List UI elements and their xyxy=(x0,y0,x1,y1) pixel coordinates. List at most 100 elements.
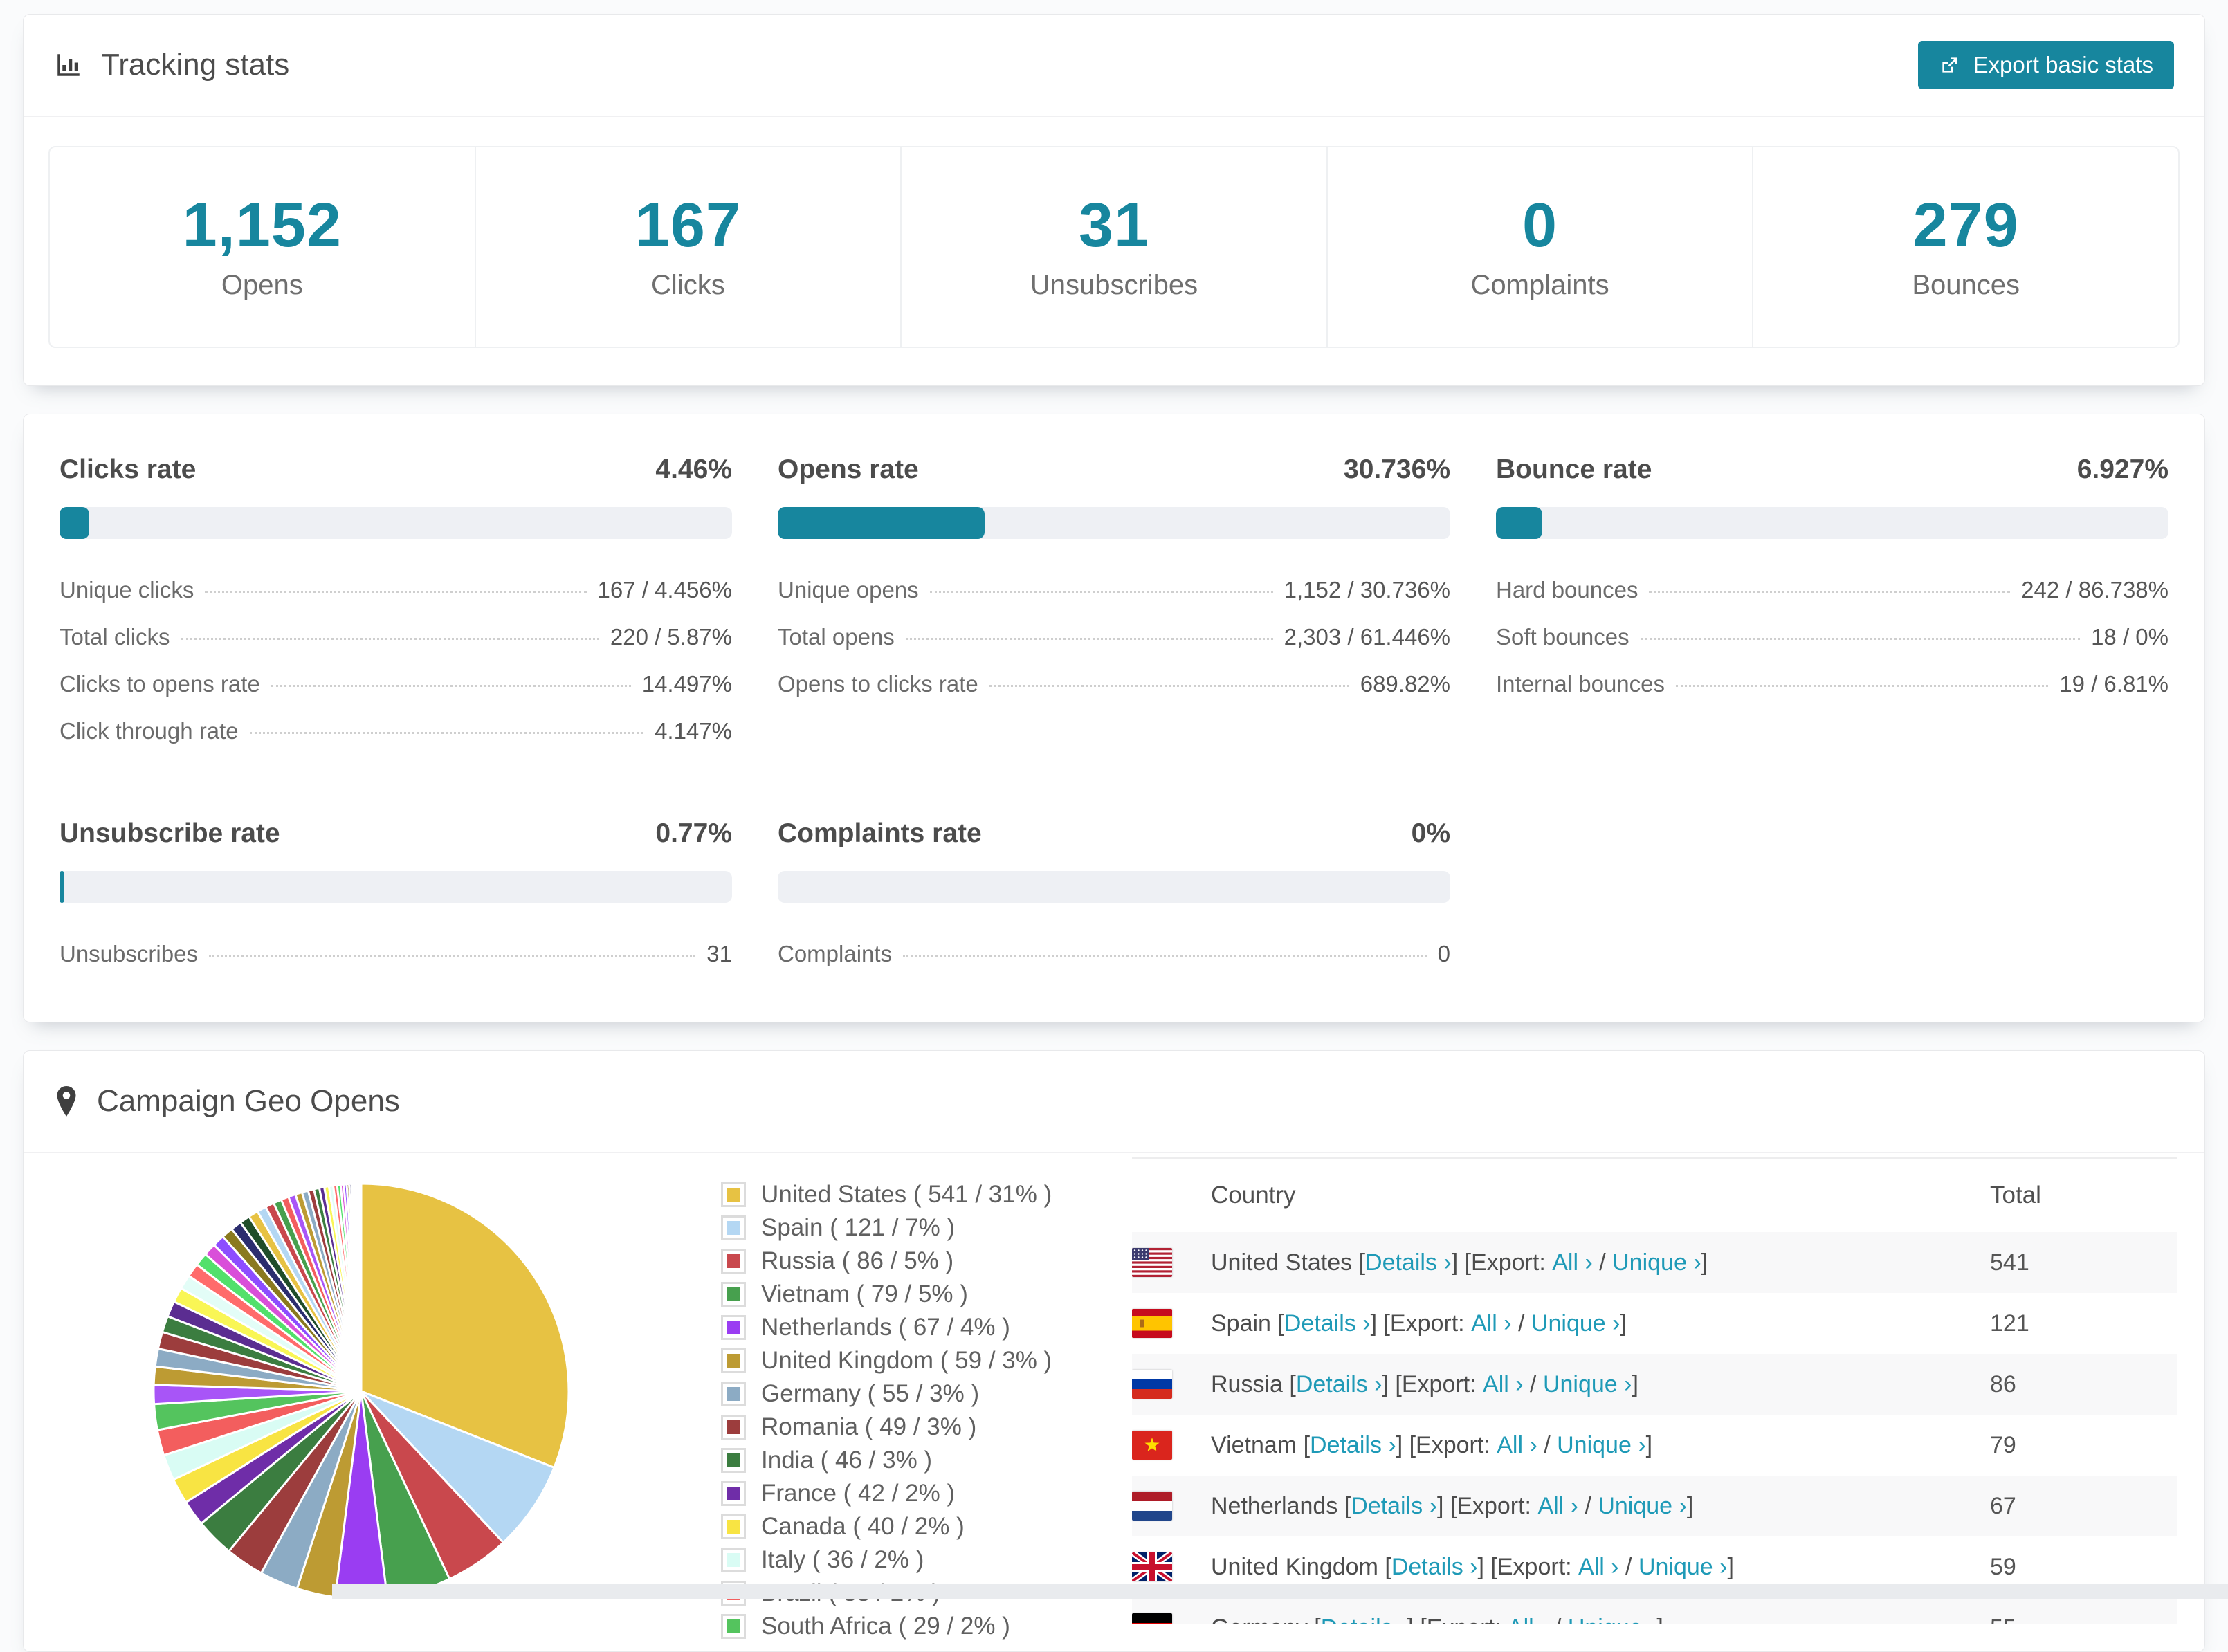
country-total: 79 xyxy=(1990,1432,2177,1459)
legend-item: United Kingdom ( 59 / 3% ) xyxy=(721,1347,1122,1375)
rate-stat-value: 2,303 / 61.446% xyxy=(1284,624,1450,650)
export-unique-link[interactable]: Unique › xyxy=(1531,1310,1620,1337)
legend-item: Netherlands ( 67 / 4% ) xyxy=(721,1314,1122,1341)
stat-value: 167 xyxy=(476,190,901,261)
tracking-stats-header: Tracking stats Export basic stats xyxy=(24,15,2204,117)
export-all-link[interactable]: All › xyxy=(1483,1371,1524,1398)
legend-label: Russia ( 86 / 5% ) xyxy=(761,1247,953,1275)
details-link[interactable]: Details › xyxy=(1296,1371,1382,1398)
rate-stat-value: 4.147% xyxy=(655,718,732,744)
rate-stat-label: Internal bounces xyxy=(1496,671,1665,697)
stat-value: 279 xyxy=(1753,190,2178,261)
tracking-stats-title: Tracking stats xyxy=(101,48,289,82)
bottom-scrollbar-track[interactable] xyxy=(332,1584,2228,1599)
details-link[interactable]: Details › xyxy=(1310,1432,1396,1459)
rate-stat-label: Unsubscribes xyxy=(60,941,198,967)
rate-progress-fill xyxy=(1496,507,1542,539)
export-unique-link[interactable]: Unique › xyxy=(1543,1371,1632,1398)
geo-table-row-de: Germany [Details ›] [Export: All › / Uni… xyxy=(1132,1597,2177,1624)
country-total: 55 xyxy=(1990,1615,2177,1624)
flag-us-icon xyxy=(1132,1248,1172,1277)
rate-stat-row: Unique clicks 167 / 4.456% xyxy=(60,567,732,614)
export-all-link[interactable]: All › xyxy=(1552,1249,1593,1276)
legend-swatch xyxy=(721,1382,746,1406)
rate-progress-track xyxy=(60,871,732,903)
export-unique-link[interactable]: Unique › xyxy=(1557,1432,1646,1459)
rate-progress-track xyxy=(60,507,732,539)
rate-progress-fill xyxy=(60,871,64,903)
stat-value: 31 xyxy=(902,190,1326,261)
details-link[interactable]: Details › xyxy=(1391,1554,1478,1581)
rate-block-complaints-rate: Complaints rate 0% Complaints 0 xyxy=(778,818,1450,978)
summary-stat-unsubscribes: 31 Unsubscribes xyxy=(900,147,1326,347)
geo-opens-pie-chart xyxy=(51,1157,721,1646)
country-name: Vietnam xyxy=(1211,1432,1304,1459)
legend-label: United States ( 541 / 31% ) xyxy=(761,1181,1052,1209)
export-all-link[interactable]: All › xyxy=(1508,1615,1549,1624)
rate-stat-value: 31 xyxy=(706,941,732,967)
flag-es-icon xyxy=(1132,1309,1172,1338)
legend-label: France ( 42 / 2% ) xyxy=(761,1480,955,1507)
legend-label: Vietnam ( 79 / 5% ) xyxy=(761,1281,968,1308)
legend-swatch xyxy=(721,1348,746,1373)
country-total: 67 xyxy=(1990,1493,2177,1520)
legend-swatch xyxy=(721,1448,746,1473)
rate-stat-value: 19 / 6.81% xyxy=(2059,671,2168,697)
export-all-link[interactable]: All › xyxy=(1537,1493,1578,1520)
legend-item: India ( 46 / 3% ) xyxy=(721,1447,1122,1474)
rate-stat-label: Total opens xyxy=(778,624,895,650)
legend-swatch xyxy=(721,1415,746,1440)
details-link[interactable]: Details › xyxy=(1351,1493,1437,1520)
country-name: United States xyxy=(1211,1249,1359,1276)
geo-table-row-es: Spain [Details ›] [Export: All › / Uniqu… xyxy=(1132,1293,2177,1354)
export-basic-stats-button[interactable]: Export basic stats xyxy=(1918,41,2174,89)
legend-item: France ( 42 / 2% ) xyxy=(721,1480,1122,1507)
details-link[interactable]: Details › xyxy=(1321,1615,1407,1624)
export-all-link[interactable]: All › xyxy=(1497,1432,1537,1459)
legend-swatch xyxy=(721,1215,746,1240)
rate-stat-row: Total clicks 220 / 5.87% xyxy=(60,614,732,661)
dotted-leader xyxy=(989,685,1349,687)
stat-label: Clicks xyxy=(476,270,901,301)
rate-stat-label: Clicks to opens rate xyxy=(60,671,260,697)
rate-stat-row: Opens to clicks rate 689.82% xyxy=(778,661,1450,708)
rate-stat-row: Hard bounces 242 / 86.738% xyxy=(1496,567,2168,614)
rate-title: Clicks rate xyxy=(60,455,196,485)
rate-stat-value: 689.82% xyxy=(1360,671,1450,697)
export-unique-link[interactable]: Unique › xyxy=(1638,1554,1728,1581)
details-link[interactable]: Details › xyxy=(1365,1249,1452,1276)
export-all-link[interactable]: All › xyxy=(1471,1310,1512,1337)
rate-block-clicks-rate: Clicks rate 4.46% Unique clicks 167 / 4.… xyxy=(60,455,732,755)
dotted-leader xyxy=(930,591,1273,593)
export-unique-link[interactable]: Unique › xyxy=(1568,1615,1657,1624)
country-total: 541 xyxy=(1990,1249,2177,1276)
country-name: Spain xyxy=(1211,1310,1277,1337)
rate-progress-fill xyxy=(60,507,89,539)
rate-stat-row: Soft bounces 18 / 0% xyxy=(1496,614,2168,661)
legend-swatch xyxy=(721,1514,746,1539)
rate-title: Unsubscribe rate xyxy=(60,818,280,849)
geo-card-header: Campaign Geo Opens xyxy=(24,1051,2204,1153)
rate-stat-row: Internal bounces 19 / 6.81% xyxy=(1496,661,2168,708)
rates-card: Clicks rate 4.46% Unique clicks 167 / 4.… xyxy=(23,414,2205,1022)
country-total: 121 xyxy=(1990,1310,2177,1337)
export-unique-link[interactable]: Unique › xyxy=(1598,1493,1687,1520)
legend-item: United States ( 541 / 31% ) xyxy=(721,1181,1122,1209)
legend-label: South Africa ( 29 / 2% ) xyxy=(761,1613,1010,1640)
export-all-link[interactable]: All › xyxy=(1578,1554,1619,1581)
dotted-leader xyxy=(181,638,599,640)
country-total: 59 xyxy=(1990,1554,2177,1581)
summary-stats-row: 1,152 Opens 167 Clicks 31 Unsubscribes 0… xyxy=(48,146,2180,348)
flag-de-icon xyxy=(1132,1613,1172,1624)
rate-title: Opens rate xyxy=(778,455,919,485)
export-unique-link[interactable]: Unique › xyxy=(1612,1249,1701,1276)
rate-stat-row: Unique opens 1,152 / 30.736% xyxy=(778,567,1450,614)
rate-stat-row: Total opens 2,303 / 61.446% xyxy=(778,614,1450,661)
geo-table-row-us: United States [Details ›] [Export: All ›… xyxy=(1132,1232,2177,1293)
rate-value: 6.927% xyxy=(2077,455,2168,485)
rate-title: Complaints rate xyxy=(778,818,982,849)
legend-label: Romania ( 49 / 3% ) xyxy=(761,1413,976,1441)
stat-label: Bounces xyxy=(1753,270,2178,301)
details-link[interactable]: Details › xyxy=(1284,1310,1371,1337)
stat-value: 1,152 xyxy=(50,190,475,261)
